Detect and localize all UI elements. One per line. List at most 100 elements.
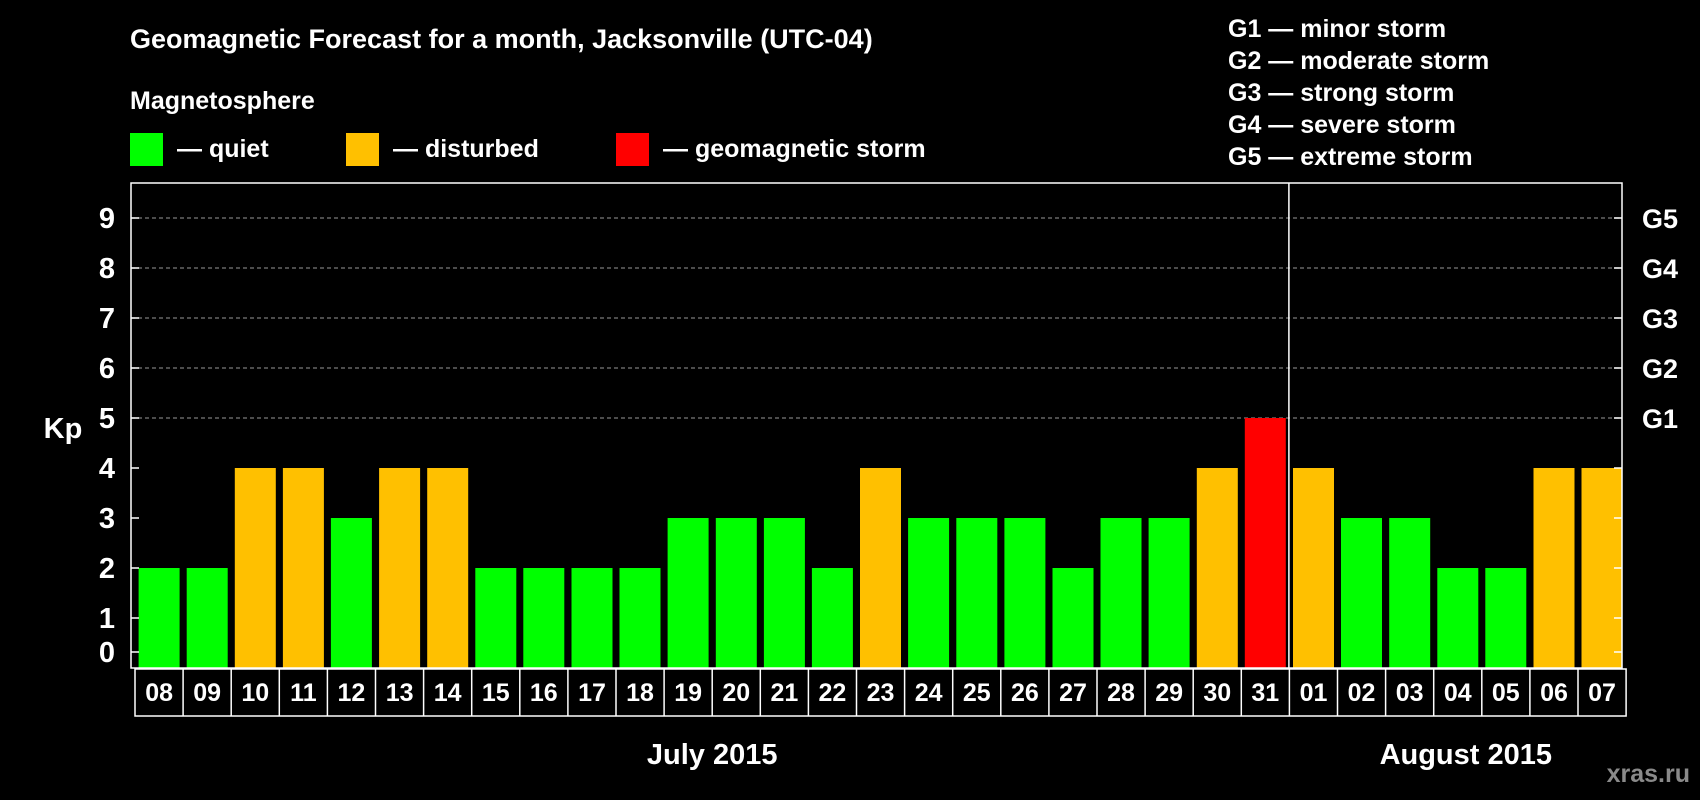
day-label-15: 15 — [482, 679, 510, 707]
watermark: xras.ru — [1607, 760, 1690, 788]
day-label-24: 24 — [915, 679, 943, 707]
day-label-02: 02 — [1348, 679, 1376, 707]
bar-23 — [860, 468, 901, 668]
bar-06 — [1533, 468, 1575, 668]
day-label-21: 21 — [770, 679, 798, 707]
day-label-22: 22 — [818, 679, 846, 707]
month-label: July 2015 — [647, 739, 778, 771]
bar-22 — [811, 568, 853, 668]
day-label-04: 04 — [1444, 679, 1472, 707]
day-label-30: 30 — [1203, 679, 1231, 707]
day-label-05: 05 — [1492, 679, 1520, 707]
day-label-23: 23 — [867, 679, 895, 707]
bar-27 — [1052, 568, 1094, 668]
y-tick-label: 6 — [99, 353, 115, 385]
day-label-11: 11 — [290, 679, 317, 707]
y-tick-label: 5 — [99, 403, 115, 435]
bar-15 — [475, 568, 517, 668]
bar-28 — [1100, 518, 1142, 668]
day-label-box — [134, 668, 1627, 717]
storm-scale-item: G4 — severe storm — [1228, 111, 1456, 139]
bar-12 — [330, 518, 372, 668]
day-label-28: 28 — [1107, 679, 1135, 707]
day-label-31: 31 — [1251, 679, 1279, 707]
y-tick-label: 3 — [99, 503, 115, 535]
bar-04 — [1437, 568, 1479, 668]
day-label-26: 26 — [1011, 679, 1039, 707]
y-tick-label: 7 — [99, 303, 115, 335]
bar-02 — [1341, 518, 1382, 668]
bar-18 — [619, 568, 661, 668]
y-tick-label: 2 — [99, 553, 115, 585]
legend-label-storm: — geomagnetic storm — [663, 135, 926, 163]
day-label-09: 09 — [193, 679, 221, 707]
day-label-20: 20 — [722, 679, 750, 707]
bar-09 — [186, 568, 228, 668]
day-label-06: 06 — [1540, 679, 1568, 707]
legend-swatch-storm — [616, 133, 649, 166]
bar-26 — [1004, 518, 1046, 668]
legend-swatch-disturbed — [346, 133, 379, 166]
chart-title: Geomagnetic Forecast for a month, Jackso… — [130, 24, 873, 54]
day-label-25: 25 — [963, 679, 991, 707]
g-scale-label: G4 — [1642, 254, 1678, 284]
day-label-18: 18 — [626, 679, 654, 707]
x-axis-day-labels: 08 09 10 11 12 13 14 15 16 17 18 19 20 21 22 23 24 25 26 27… — [134, 668, 1627, 717]
storm-scale-legend: G1 — minor storm G2 — moderate storm G3 — … — [1228, 15, 1489, 171]
bar-14 — [427, 468, 469, 668]
y-tick-label: 9 — [99, 203, 115, 235]
legend-title: Magnetosphere — [130, 87, 315, 115]
bar-31 — [1244, 418, 1286, 668]
bar-30 — [1196, 468, 1238, 668]
y-tick-label: 4 — [99, 453, 115, 485]
bars — [138, 418, 1623, 668]
y-axis-title: Kp — [44, 413, 83, 445]
bar-17 — [571, 568, 613, 668]
legend-label-quiet: — quiet — [177, 135, 269, 163]
storm-scale-item: G5 — extreme storm — [1228, 143, 1473, 171]
plot-frame — [130, 182, 1623, 669]
right-axis-g-scale: G1 G2 G3 G4 G5 — [1614, 204, 1678, 653]
bar-03 — [1389, 518, 1431, 668]
legend-swatch-quiet — [130, 133, 163, 166]
g-scale-label: G3 — [1642, 304, 1678, 334]
g-scale-label: G5 — [1642, 204, 1678, 234]
day-label-14: 14 — [434, 679, 462, 707]
y-tick-label: 8 — [99, 253, 115, 285]
bar-29 — [1148, 518, 1190, 668]
day-label-27: 27 — [1059, 679, 1087, 707]
legend: — quiet — disturbed — geomagnetic storm — [130, 133, 926, 166]
y-axis-ticks: 01 2 3 4 5 6 7 8 9 — [99, 203, 139, 669]
month-label: August 2015 — [1380, 739, 1552, 771]
day-label-17: 17 — [578, 679, 606, 707]
bar-11 — [282, 468, 324, 668]
legend-label-disturbed: — disturbed — [393, 135, 539, 163]
day-label-07: 07 — [1588, 679, 1616, 707]
y-tick-label: 1 — [99, 603, 115, 635]
bar-21 — [763, 518, 805, 668]
day-label-16: 16 — [530, 679, 558, 707]
day-label-13: 13 — [386, 679, 414, 707]
day-label-29: 29 — [1155, 679, 1183, 707]
day-label-01: 01 — [1300, 679, 1328, 707]
bar-24 — [908, 518, 950, 668]
storm-scale-item: G1 — minor storm — [1228, 15, 1446, 43]
g-scale-label: G2 — [1642, 354, 1678, 384]
g-scale-label: G1 — [1642, 404, 1678, 434]
bar-13 — [379, 468, 421, 668]
plot-border — [130, 182, 1623, 669]
bar-08 — [138, 568, 180, 668]
y-tick-label: 0 — [99, 637, 115, 669]
bar-05 — [1485, 568, 1527, 668]
month-labels: July 2015 August 2015 — [647, 739, 1552, 771]
grid-lines — [131, 217, 1622, 419]
bar-01 — [1293, 468, 1334, 668]
bar-25 — [956, 518, 998, 668]
storm-scale-item: G2 — moderate storm — [1228, 47, 1489, 75]
bar-20 — [715, 518, 757, 668]
bar-19 — [667, 518, 709, 668]
day-label-08: 08 — [145, 679, 173, 707]
storm-scale-item: G3 — strong storm — [1228, 79, 1454, 107]
day-label-12: 12 — [337, 679, 365, 707]
